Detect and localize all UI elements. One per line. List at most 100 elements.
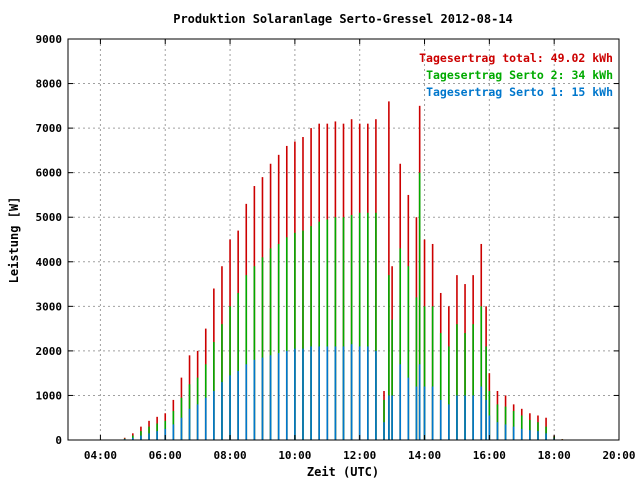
bar-serto1: [448, 404, 450, 440]
bar-serto1: [237, 370, 239, 440]
x-tick-label: 08:00: [213, 449, 246, 462]
bar-serto2: [237, 292, 239, 440]
bar-serto2: [310, 226, 312, 440]
bar-serto1: [480, 386, 483, 440]
bar-serto1: [221, 382, 223, 440]
bar-serto1: [520, 428, 523, 440]
y-tick-label: 6000: [36, 167, 63, 180]
x-tick-label: 20:00: [602, 449, 635, 462]
bar-serto1: [172, 424, 175, 440]
bars: [123, 101, 564, 441]
bar-serto1: [488, 415, 491, 440]
bar-total: [388, 101, 390, 440]
bar-serto2: [545, 426, 547, 440]
bar-serto2: [472, 324, 474, 440]
x-tick-label: 18:00: [538, 449, 571, 462]
y-tick-label: 3000: [36, 300, 63, 313]
legend-entry-total: Tagesertrag total: 49.02 kWh: [419, 51, 613, 65]
bar-serto1: [261, 357, 264, 440]
x-tick-label: 16:00: [473, 449, 506, 462]
bar-serto2: [456, 324, 458, 440]
bar-serto2: [350, 214, 353, 440]
plot-frame: [67, 38, 620, 441]
bar-serto1: [545, 433, 547, 440]
bar-serto1: [399, 364, 402, 440]
legend-entry-serto1: Tagesertrag Serto 1: 15 kWh: [426, 85, 613, 99]
bar-serto1: [418, 364, 421, 440]
y-tick-label: 7000: [36, 122, 63, 135]
bar-serto1: [423, 386, 426, 440]
bar-serto1: [294, 348, 296, 440]
bar-serto2: [318, 221, 320, 440]
bar-serto2: [269, 248, 272, 440]
legend-entry-serto2: Tagesertrag Serto 2: 34 kWh: [426, 68, 613, 82]
x-axis-label: Zeit (UTC): [307, 465, 379, 479]
bar-serto2: [302, 230, 304, 440]
bar-serto2: [229, 306, 231, 440]
bar-serto2: [334, 217, 337, 440]
series-serto1: [123, 344, 564, 440]
bar-serto1: [512, 426, 515, 440]
bar-serto2: [439, 333, 442, 440]
bar-serto2: [418, 172, 421, 441]
bar-serto1: [310, 346, 312, 440]
y-tick-label: 9000: [36, 33, 63, 46]
bar-serto2: [261, 257, 264, 440]
bar-serto1: [285, 350, 288, 440]
bar-serto2: [326, 219, 329, 440]
bar-serto2: [464, 333, 466, 440]
bar-serto1: [140, 435, 142, 440]
bar-serto1: [213, 390, 215, 440]
bar-serto2: [245, 275, 248, 440]
bar-serto1: [334, 346, 337, 440]
bar-serto1: [196, 404, 199, 440]
bar-serto1: [204, 397, 207, 440]
bar-serto2: [399, 248, 402, 440]
bar-serto1: [391, 395, 393, 440]
bar-serto2: [388, 275, 390, 440]
bar-serto2: [485, 346, 487, 440]
bar-serto2: [148, 426, 150, 440]
bar-serto2: [358, 212, 361, 440]
bar-serto2: [253, 266, 256, 440]
bar-serto1: [229, 375, 231, 440]
bar-serto2: [391, 319, 393, 440]
bar-serto1: [367, 346, 369, 440]
bar-serto1: [383, 422, 385, 440]
bar-serto2: [375, 212, 377, 440]
x-tick-label: 06:00: [149, 449, 182, 462]
y-tick-label: 5000: [36, 211, 63, 224]
chart-title: Produktion Solaranlage Serto-Gressel 201…: [173, 12, 513, 26]
bar-serto1: [180, 417, 183, 440]
bar-serto1: [156, 431, 158, 440]
bar-serto1: [439, 399, 442, 440]
bar-serto1: [302, 348, 304, 440]
y-tick-label: 4000: [36, 256, 63, 269]
bar-serto2: [415, 297, 418, 440]
bar-serto1: [342, 346, 345, 440]
bar-serto2: [294, 232, 296, 440]
bar-serto1: [431, 386, 434, 440]
bar-serto2: [277, 243, 280, 440]
x-tick-label: 04:00: [84, 449, 117, 462]
bar-serto2: [480, 306, 483, 440]
bar-serto1: [456, 395, 458, 440]
bar-serto1: [132, 437, 134, 440]
bar-serto1: [485, 399, 487, 440]
bar-serto2: [423, 306, 426, 440]
bar-serto2: [367, 212, 369, 440]
bar-serto1: [277, 353, 280, 440]
bar-serto1: [245, 364, 248, 440]
bar-serto2: [448, 346, 450, 440]
bar-serto1: [464, 395, 466, 440]
bar-serto2: [285, 237, 288, 440]
bar-serto1: [326, 346, 329, 440]
x-tick-label: 14:00: [408, 449, 441, 462]
bar-serto2: [520, 415, 523, 440]
y-tick-label: 2000: [36, 345, 63, 358]
bar-serto1: [415, 386, 418, 440]
bar-serto1: [148, 433, 150, 440]
bar-serto1: [537, 431, 539, 440]
bar-serto2: [342, 217, 345, 440]
